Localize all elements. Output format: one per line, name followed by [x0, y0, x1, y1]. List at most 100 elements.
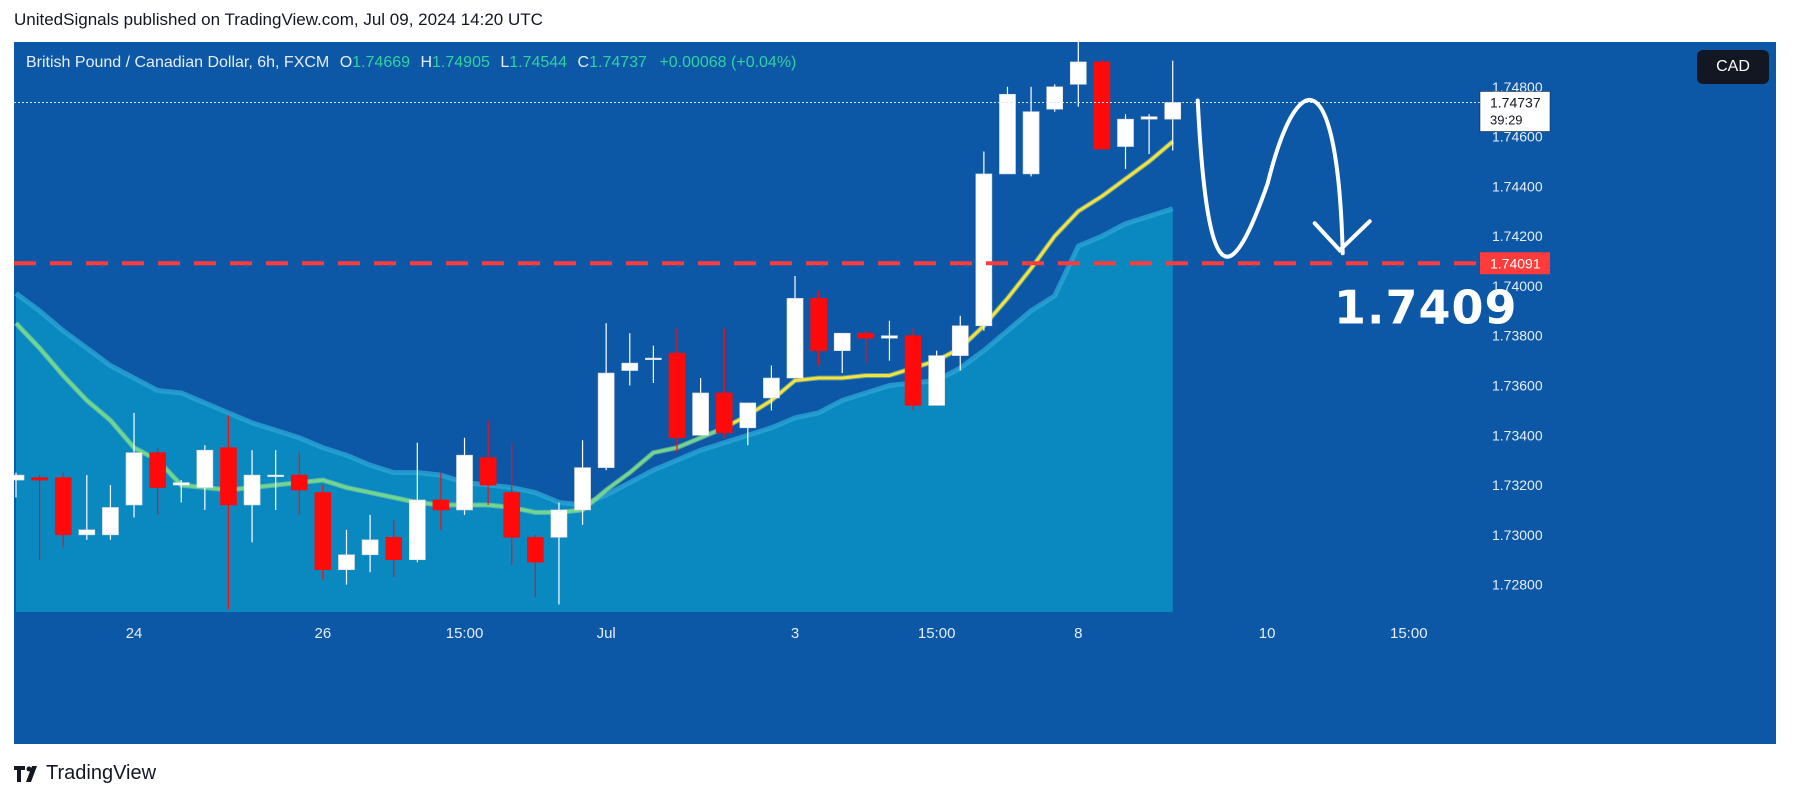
candle-body — [904, 335, 922, 406]
candle — [574, 440, 591, 525]
candle-body — [621, 362, 639, 371]
candle-body — [456, 454, 473, 511]
candle — [668, 328, 686, 453]
candle — [692, 378, 709, 436]
candle — [314, 485, 332, 580]
y-tick-label: 1.73000 — [1492, 527, 1543, 543]
y-tick-label: 1.73400 — [1492, 427, 1543, 443]
candle-body — [78, 529, 96, 536]
level-price-label: 1.74091 — [1490, 255, 1541, 271]
candle-body — [432, 499, 450, 511]
low-value: 1.74544 — [509, 54, 568, 71]
candle-body — [692, 392, 709, 436]
y-tick-label: 1.73800 — [1492, 328, 1543, 344]
candle — [951, 315, 969, 371]
time-axis[interactable]: 24 26 15:00 Jul 3 15:00 8 10 15:00 — [14, 612, 1776, 652]
candle-body — [739, 402, 757, 429]
candle-body — [503, 492, 521, 538]
level-annotation: 1.7409 — [1334, 280, 1518, 334]
y-tick-label: 1.74000 — [1492, 278, 1543, 294]
candle — [881, 320, 898, 361]
y-tick-label: 1.74600 — [1492, 129, 1543, 145]
candle — [102, 485, 119, 540]
x-tick-label: 26 — [315, 625, 332, 642]
candle-body — [833, 332, 851, 351]
candle — [456, 437, 473, 515]
candle — [1164, 60, 1182, 151]
candle — [432, 472, 450, 530]
low-label: L — [500, 54, 510, 71]
candle — [243, 450, 261, 543]
symbol-name: British Pound / Canadian Dollar, 6h, FXC… — [26, 54, 330, 71]
candle-body — [125, 452, 143, 506]
candle — [1093, 59, 1111, 150]
bar-countdown: 39:29 — [1490, 112, 1523, 127]
last-price-label: 1.74737 — [1490, 94, 1541, 110]
candle-body — [267, 474, 284, 477]
candle — [14, 472, 25, 498]
candle — [361, 514, 379, 573]
candle-body — [1069, 61, 1087, 85]
ma-area-fill — [16, 208, 1173, 612]
y-tick-label: 1.74200 — [1492, 228, 1543, 244]
candle — [125, 412, 143, 518]
candle-body — [597, 372, 615, 468]
candle — [1140, 114, 1158, 155]
level-price-badge — [1480, 252, 1550, 275]
last-price-badge — [1479, 91, 1551, 132]
chart-panel[interactable]: 1.72800 1.73000 1.73200 1.73400 1.73600 1.738… — [14, 42, 1776, 744]
candle — [290, 452, 308, 515]
candle-body — [763, 377, 780, 399]
x-tick-label: 10 — [1259, 625, 1276, 642]
candlestick-chart[interactable]: 1.72800 1.73000 1.73200 1.73400 1.73600 1.738… — [14, 42, 1776, 651]
tradingview-brand[interactable]: TradingView — [14, 762, 156, 785]
candle-body — [385, 537, 403, 561]
candle-body — [786, 298, 804, 379]
candle-body — [479, 457, 497, 486]
candle-body — [975, 173, 993, 327]
y-tick-label: 1.74800 — [1492, 79, 1543, 95]
symbol-info: British Pound / Canadian Dollar, 6h, FXC… — [26, 54, 796, 72]
time-axis-bg — [14, 612, 1776, 652]
candle-body — [290, 474, 308, 491]
candle — [904, 328, 922, 411]
currency-button[interactable]: CAD — [1697, 50, 1769, 84]
candle-body — [172, 482, 190, 486]
candle — [975, 151, 993, 331]
fast-ma-line-recent — [723, 140, 1174, 430]
candle — [645, 345, 662, 384]
candle-body — [102, 507, 119, 536]
candle — [833, 332, 851, 374]
forecast-arrowhead — [1312, 219, 1372, 254]
candle-body — [338, 554, 355, 570]
candle-body — [951, 325, 969, 356]
candle — [621, 333, 639, 386]
tradingview-logo-icon — [14, 765, 37, 782]
x-tick-label: 15:00 — [918, 625, 956, 642]
candle — [857, 330, 875, 364]
publisher-line: UnitedSignals published on TradingView.c… — [14, 10, 543, 29]
candle-body — [550, 509, 568, 538]
candle — [267, 450, 284, 510]
y-tick-label: 1.74400 — [1492, 178, 1543, 194]
candle-body — [1164, 102, 1182, 120]
candle — [503, 442, 521, 565]
candle — [1022, 86, 1040, 177]
high-label: H — [420, 54, 433, 71]
candle-body — [314, 492, 332, 570]
candle — [220, 415, 237, 610]
open-label: O — [339, 54, 353, 71]
candle — [479, 420, 497, 505]
open-value: 1.74669 — [352, 54, 411, 71]
candle — [338, 529, 355, 585]
candle — [31, 475, 48, 560]
candle — [54, 472, 72, 548]
candle-body — [1140, 116, 1158, 120]
candle-body — [1022, 111, 1040, 175]
candle — [928, 350, 945, 406]
candle-body — [645, 357, 662, 360]
x-tick-label: Jul — [597, 625, 616, 642]
candle — [597, 323, 615, 471]
candle-body — [1046, 86, 1064, 110]
candle — [739, 402, 757, 446]
